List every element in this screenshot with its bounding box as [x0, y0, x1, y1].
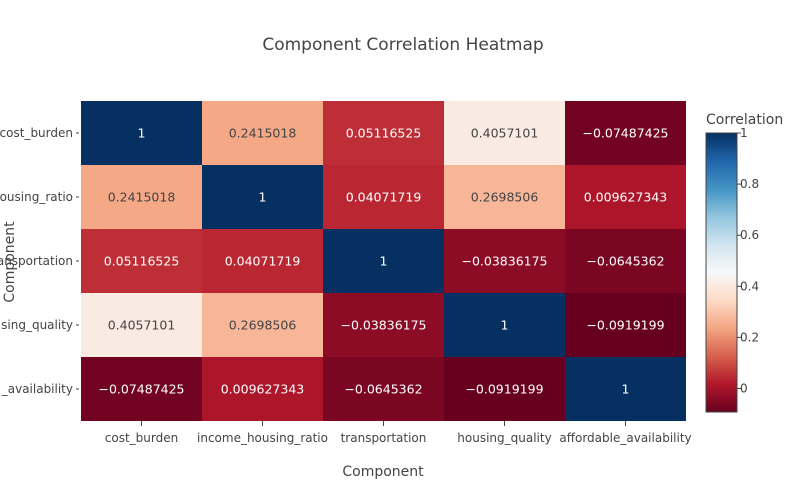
heatmap-cell — [565, 101, 686, 165]
cell-label: −0.07487425 — [98, 382, 184, 397]
x-tick-label: transportation — [341, 431, 427, 445]
x-tick-label: affordable_availability — [559, 431, 691, 445]
heatmap-cell — [81, 165, 202, 229]
colorbar-tick-label: 0.8 — [740, 177, 759, 191]
cell-label: −0.07487425 — [582, 126, 668, 141]
cell-label: 0.2698506 — [229, 318, 297, 333]
y-tick-label: cost_burden — [0, 126, 73, 140]
cell-label: 0.4057101 — [471, 126, 539, 141]
x-axis-title: Component — [342, 464, 424, 480]
x-tick-label: cost_burden — [105, 431, 178, 445]
cell-label: 1 — [380, 254, 388, 269]
y-tick-label: housing_ratio — [0, 190, 73, 204]
heatmap-cell — [444, 293, 565, 357]
heatmap-cell — [202, 101, 323, 165]
heatmap-cell — [81, 357, 202, 421]
colorbar-tick-label: 1 — [740, 126, 748, 140]
cell-label: −0.0919199 — [465, 382, 543, 397]
heatmap-cell — [81, 293, 202, 357]
cell-label: −0.0645362 — [586, 254, 664, 269]
cell-label: 0.2698506 — [471, 190, 539, 205]
colorbar-tick-label: 0.4 — [740, 279, 759, 293]
heatmap-cell — [323, 165, 444, 229]
colorbar-title: Correlation — [706, 112, 783, 128]
heatmap-cell — [565, 165, 686, 229]
y-axis-ticks: cost_burden housing_ratio ransportation sin… — [0, 126, 79, 396]
cell-label: 0.4057101 — [108, 318, 176, 333]
colorbar-tick-label: 0.6 — [740, 228, 759, 242]
cell-label: −0.0645362 — [344, 382, 422, 397]
heatmap-cell — [81, 229, 202, 293]
colorbar-tick-label: 0 — [740, 382, 748, 396]
y-tick-label: sing_quality — [1, 318, 73, 332]
cell-label: 0.04071719 — [346, 190, 422, 205]
heatmap-cell — [323, 293, 444, 357]
heatmap-cell — [565, 293, 686, 357]
x-axis-ticks: cost_burden income_housing_ratio transport… — [105, 421, 692, 445]
heatmap-cell — [202, 165, 323, 229]
y-tick-label: ransportation — [0, 254, 73, 268]
cell-label: 0.05116525 — [104, 254, 180, 269]
heatmap-cell — [202, 293, 323, 357]
heatmap-cell — [202, 357, 323, 421]
cell-label: 1 — [259, 190, 267, 205]
cell-label: −0.03836175 — [340, 318, 426, 333]
heatmap-cell — [444, 357, 565, 421]
heatmap-cell — [444, 101, 565, 165]
heatmap-cell — [565, 229, 686, 293]
heatmap-cell — [444, 229, 565, 293]
colorbar-gradient — [705, 132, 738, 413]
x-tick-label: housing_quality — [457, 431, 551, 445]
cell-label: 0.009627343 — [221, 382, 305, 397]
cell-label: 0.009627343 — [584, 190, 668, 205]
heatmap-cells — [81, 101, 686, 421]
cell-label: 1 — [501, 318, 509, 333]
y-tick-label: _availability — [1, 382, 73, 396]
chart-title: Component Correlation Heatmap — [262, 35, 543, 55]
cell-label: −0.0919199 — [586, 318, 664, 333]
heatmap-cell — [323, 101, 444, 165]
cell-label: 0.04071719 — [225, 254, 301, 269]
colorbar-ticks: 0 0.2 0.4 0.6 0.8 1 — [737, 126, 759, 396]
cell-label: 0.05116525 — [346, 126, 422, 141]
heatmap-cell — [323, 357, 444, 421]
x-tick-label: income_housing_ratio — [197, 431, 328, 445]
cell-label: −0.03836175 — [461, 254, 547, 269]
heatmap-cell — [444, 165, 565, 229]
heatmap-cell — [323, 229, 444, 293]
heatmap-cell — [565, 357, 686, 421]
cell-label: 0.2415018 — [108, 190, 176, 205]
y-axis-title: Component — [2, 221, 18, 303]
colorbar: Correlation 0 0.2 0.4 0.6 0.8 1 — [705, 112, 783, 413]
cell-label: 0.2415018 — [229, 126, 297, 141]
cell-label: 1 — [138, 126, 146, 141]
cell-label: 1 — [622, 382, 630, 397]
heatmap-cell — [81, 101, 202, 165]
heatmap-cell — [202, 229, 323, 293]
colorbar-tick-label: 0.2 — [740, 330, 759, 344]
heatmap-cell-labels: 1 0.2415018 0.05116525 0.4057101 −0.07487425… — [98, 126, 668, 397]
